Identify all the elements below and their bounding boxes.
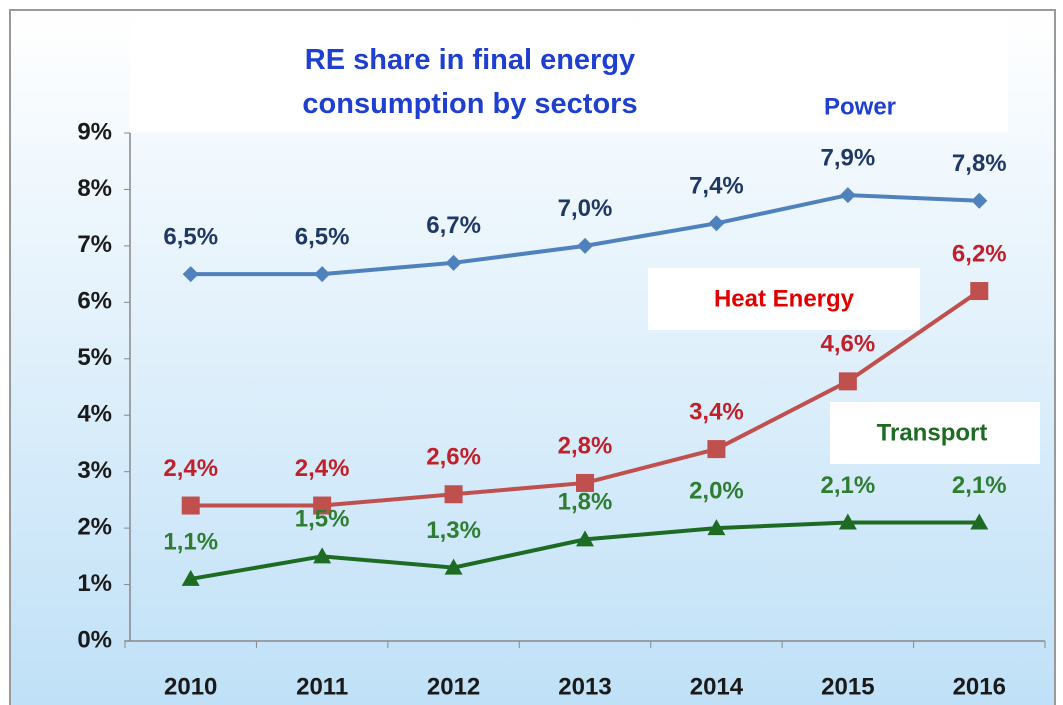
marker bbox=[707, 519, 726, 536]
y-tick-label: 2% bbox=[77, 513, 112, 540]
y-tick-label: 4% bbox=[77, 401, 112, 428]
y-tick-label: 5% bbox=[77, 344, 112, 371]
data-label: 7,9% bbox=[821, 144, 876, 171]
marker bbox=[708, 215, 725, 232]
data-label: 7,4% bbox=[689, 173, 744, 200]
marker bbox=[707, 440, 726, 459]
data-label: 1,3% bbox=[426, 517, 481, 544]
y-tick-label: 9% bbox=[77, 118, 112, 145]
marker bbox=[445, 254, 462, 271]
data-label: 4,6% bbox=[821, 331, 876, 358]
x-tick-label: 2011 bbox=[296, 673, 348, 700]
series-name: Power bbox=[824, 93, 896, 120]
y-tick-label: 8% bbox=[77, 175, 112, 202]
data-label: 2,4% bbox=[163, 455, 218, 482]
data-label: 1,1% bbox=[163, 528, 218, 555]
data-label: 6,5% bbox=[163, 223, 218, 250]
chart-title: RE share in final energy consumption by … bbox=[302, 44, 638, 120]
marker bbox=[576, 473, 594, 492]
x-tick-label: 2014 bbox=[690, 673, 744, 700]
marker bbox=[577, 237, 593, 254]
label-box bbox=[830, 402, 1040, 464]
data-label: 2,4% bbox=[295, 455, 350, 482]
data-label: 7,8% bbox=[952, 150, 1007, 177]
data-label: 6,7% bbox=[426, 212, 481, 239]
y-tick-label: 6% bbox=[77, 288, 112, 315]
data-label: 1,5% bbox=[295, 506, 350, 533]
series-name: Heat Energy bbox=[714, 285, 855, 312]
data-label: 6,2% bbox=[952, 240, 1007, 267]
series-name: Transport bbox=[877, 419, 988, 446]
marker bbox=[838, 513, 857, 530]
data-label: 2,6% bbox=[426, 444, 481, 471]
data-label: 7,0% bbox=[558, 195, 613, 222]
x-tick-label: 2015 bbox=[821, 673, 874, 700]
data-label: 2,1% bbox=[952, 472, 1007, 499]
marker bbox=[970, 513, 989, 530]
marker bbox=[971, 192, 988, 209]
data-label: 1,8% bbox=[558, 489, 613, 516]
y-tick-label: 0% bbox=[77, 626, 112, 653]
y-tick-label: 1% bbox=[77, 570, 112, 597]
data-label: 2,0% bbox=[689, 477, 744, 504]
data-label: 2,8% bbox=[558, 432, 613, 459]
marker bbox=[313, 547, 332, 564]
x-tick-label: 2010 bbox=[164, 673, 217, 700]
y-tick-label: 7% bbox=[77, 231, 112, 258]
x-tick-label: 2012 bbox=[427, 673, 480, 700]
y-tick-label: 3% bbox=[77, 457, 112, 484]
title-box bbox=[130, 22, 1008, 132]
marker bbox=[576, 530, 594, 547]
marker bbox=[313, 496, 332, 515]
marker bbox=[970, 282, 989, 301]
marker bbox=[839, 187, 856, 204]
marker bbox=[182, 266, 199, 283]
marker bbox=[838, 372, 857, 391]
data-label: 2,1% bbox=[821, 472, 876, 499]
marker bbox=[181, 496, 200, 515]
marker bbox=[314, 266, 331, 283]
x-tick-label: 2013 bbox=[558, 673, 611, 700]
data-label: 3,4% bbox=[689, 398, 744, 425]
label-box bbox=[648, 268, 920, 330]
marker bbox=[444, 485, 463, 504]
x-tick-label: 2016 bbox=[953, 673, 1006, 700]
marker bbox=[181, 569, 200, 586]
data-label: 6,5% bbox=[295, 223, 350, 250]
marker bbox=[444, 558, 463, 575]
